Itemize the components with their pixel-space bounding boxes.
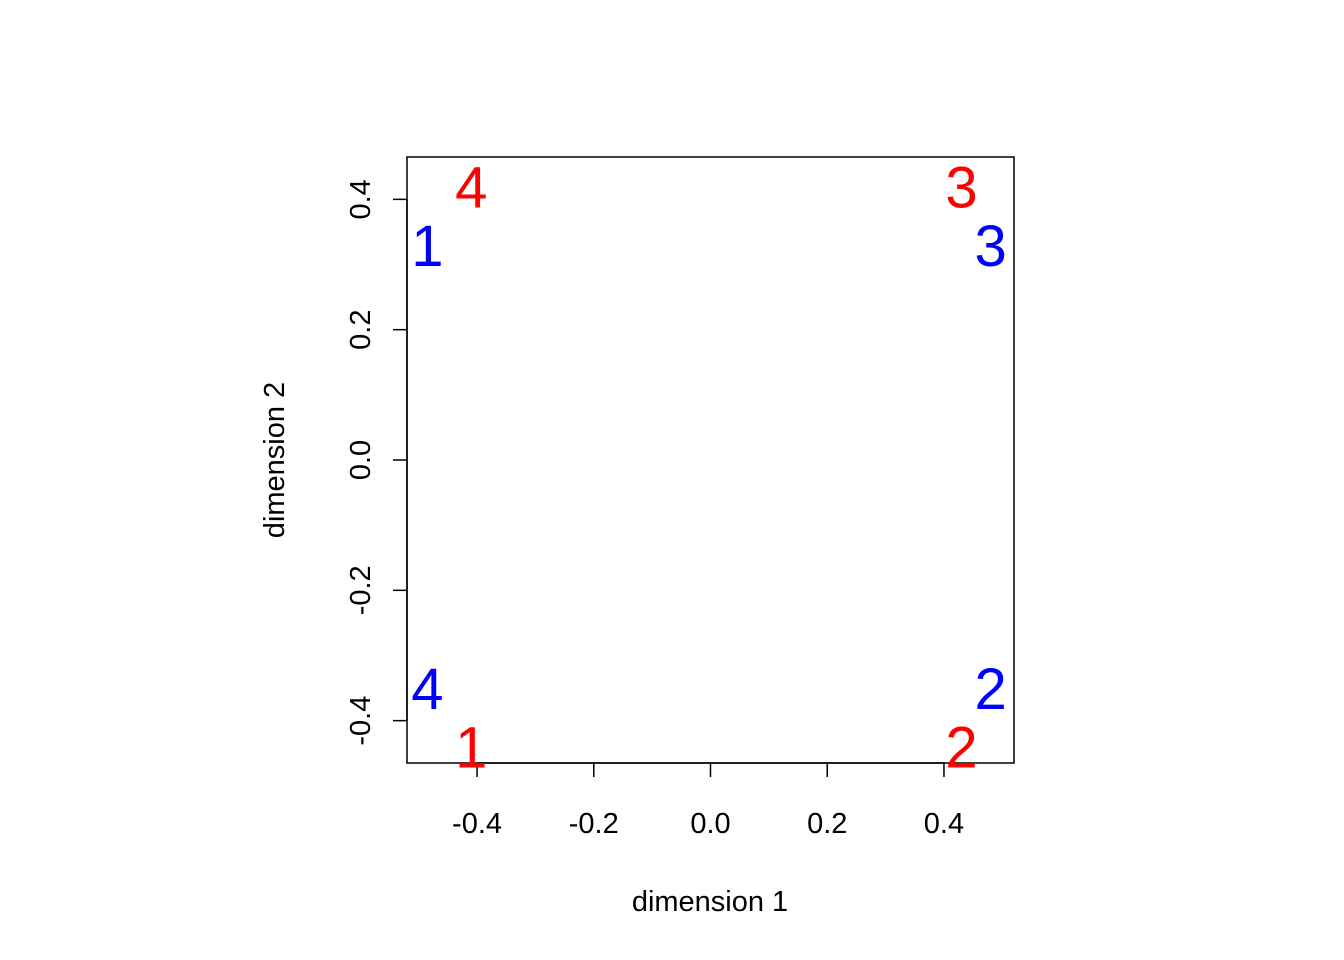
point-label-red-1: 1: [455, 716, 487, 781]
y-tick-label: 0.4: [345, 179, 377, 219]
point-label-red-4: 4: [455, 155, 487, 220]
point-label-blue-1: 1: [411, 214, 443, 279]
y-tick-label: 0.2: [345, 310, 377, 350]
x-tick-label: -0.2: [569, 808, 619, 840]
plot-frame: [406, 156, 1015, 764]
y-tick-label: -0.2: [345, 565, 377, 615]
y-tick-label: -0.4: [345, 696, 377, 746]
x-tick-label: 0.4: [924, 808, 964, 840]
x-axis: -0.4 -0.2 0.0 0.2 0.4: [452, 762, 964, 840]
point-label-red-2: 2: [945, 716, 977, 781]
x-tick-label: -0.4: [452, 808, 502, 840]
y-axis-title: dimension 2: [259, 382, 291, 538]
x-tick-label: 0.0: [690, 808, 730, 840]
x-tick-label: 0.2: [807, 808, 847, 840]
point-label-red-3: 3: [945, 155, 977, 220]
y-tick-label: 0.0: [345, 440, 377, 480]
point-label-blue-3: 3: [975, 214, 1007, 279]
x-axis-title: dimension 1: [632, 886, 788, 918]
point-label-blue-4: 4: [411, 657, 443, 722]
y-axis: -0.4 -0.2 0.0 0.2 0.4: [345, 179, 408, 746]
point-label-blue-2: 2: [975, 657, 1007, 722]
